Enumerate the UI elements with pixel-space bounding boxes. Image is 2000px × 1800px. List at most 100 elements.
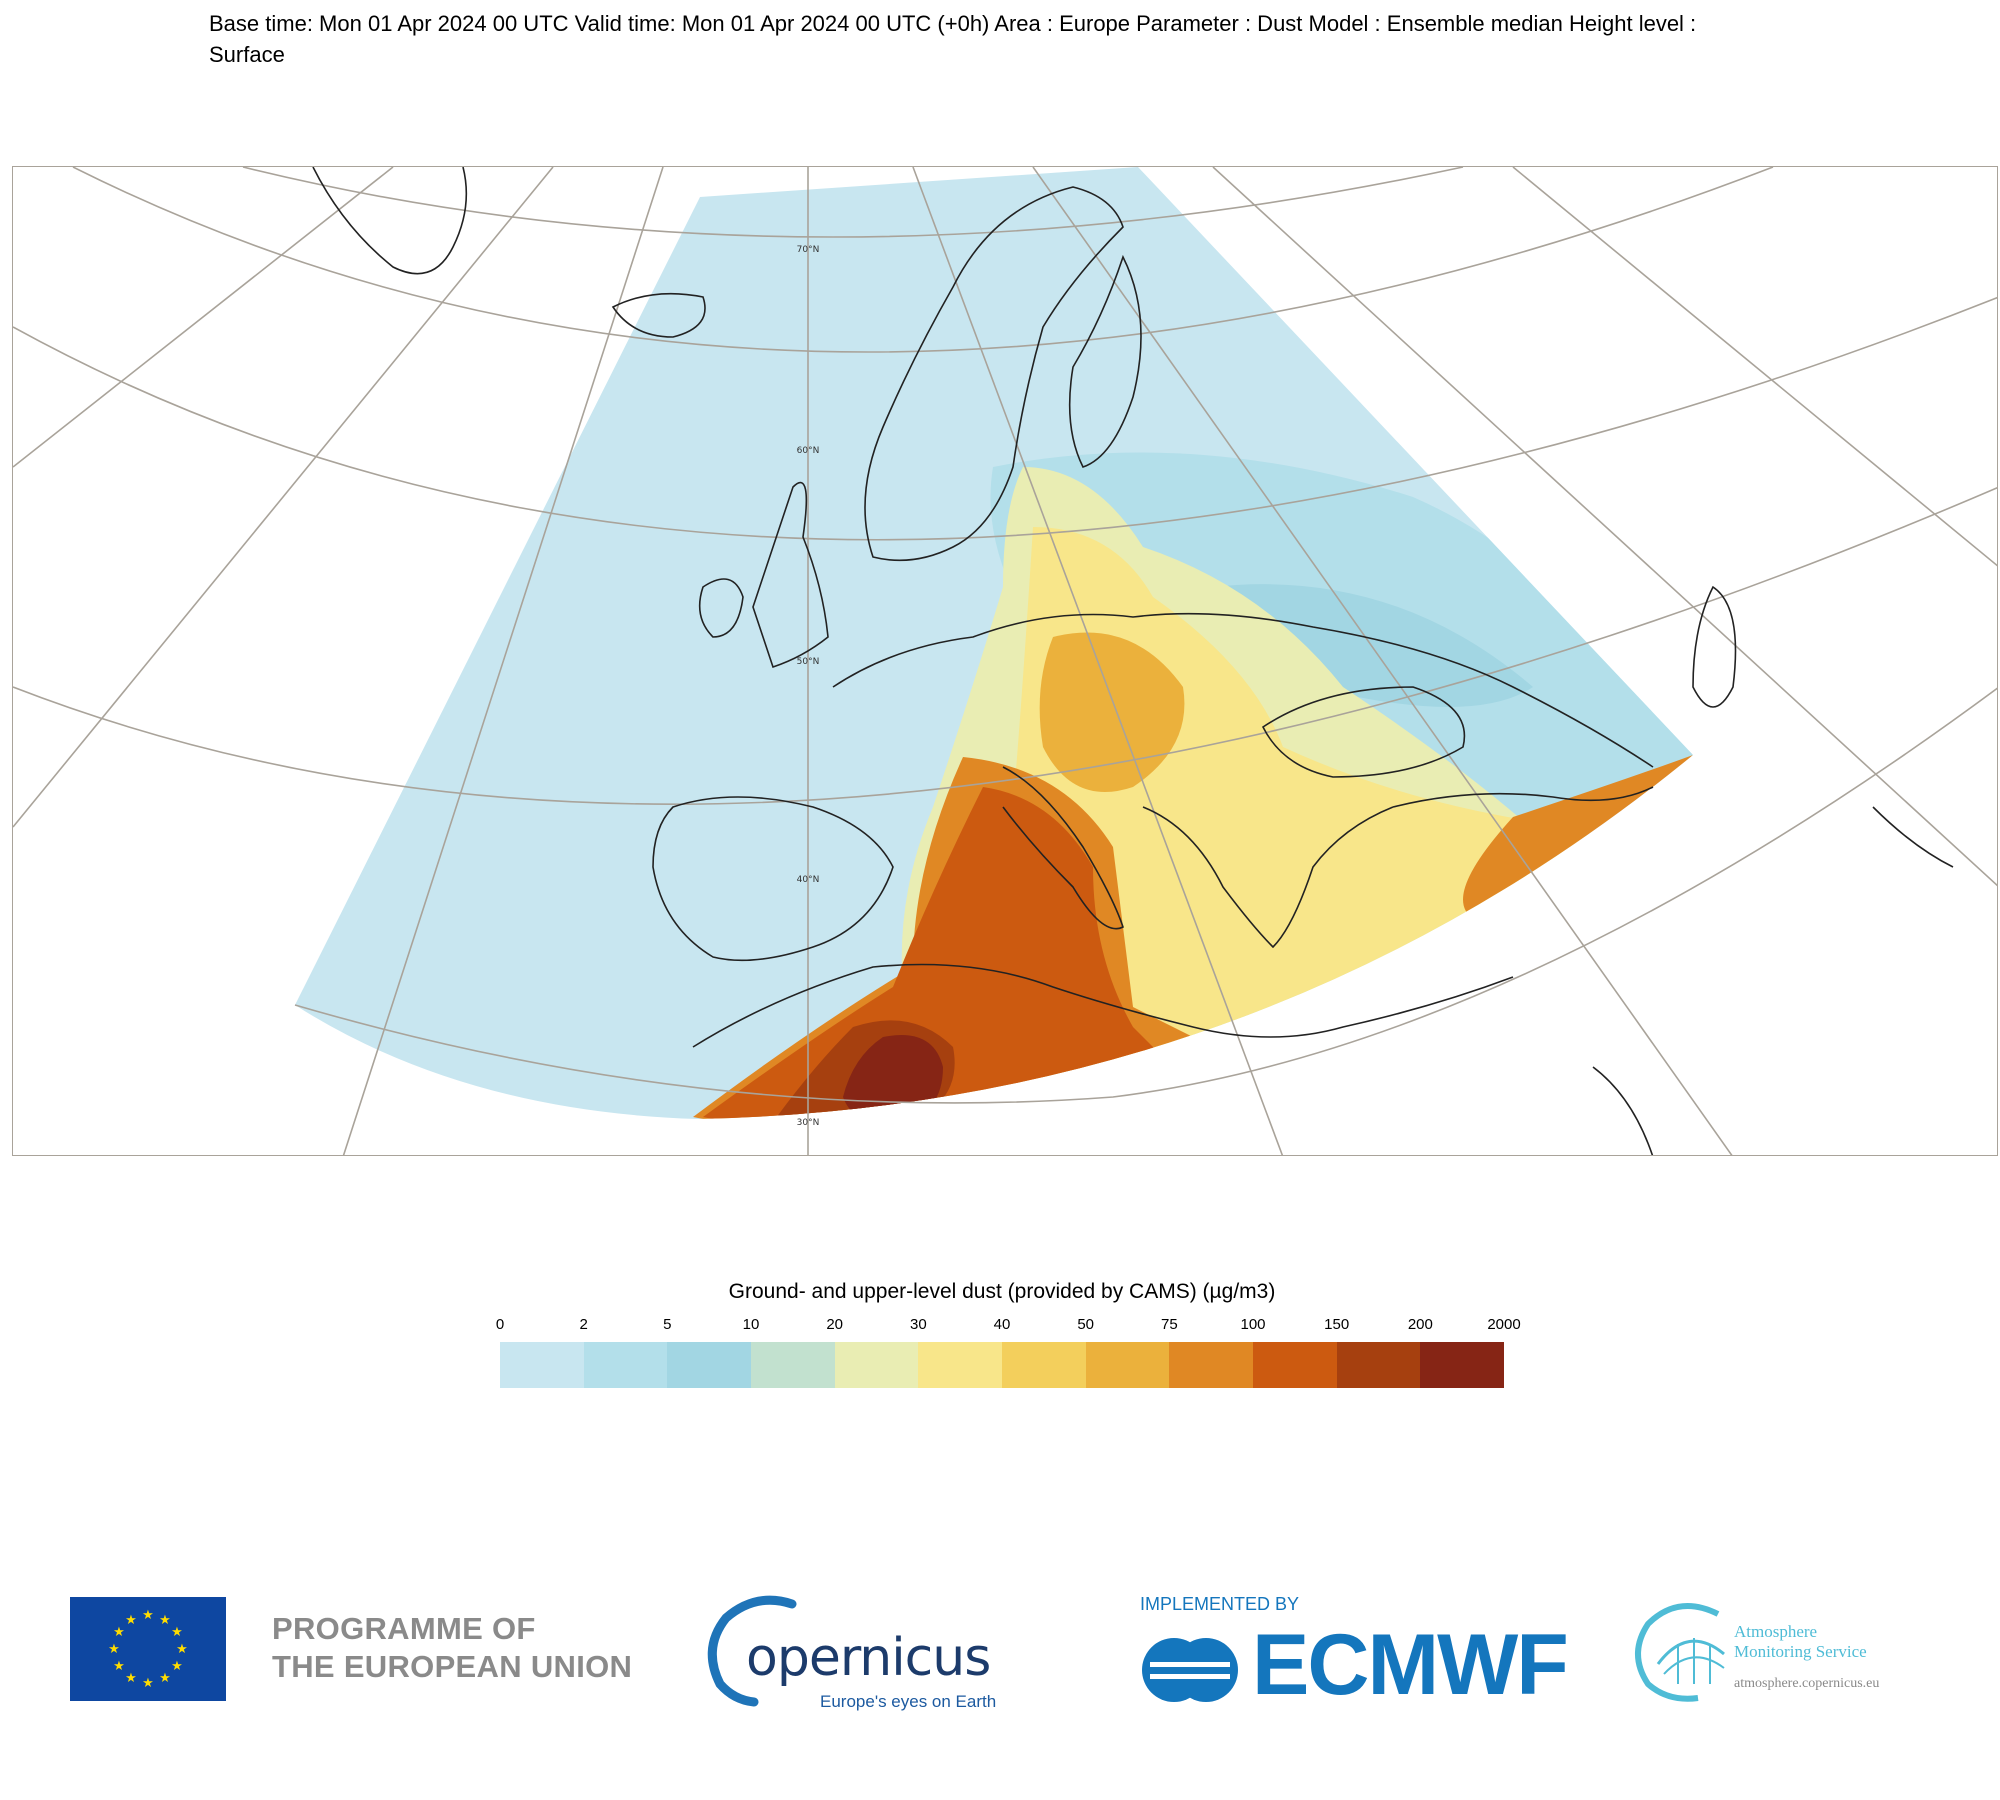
svg-text:★: ★ bbox=[142, 1676, 154, 1691]
legend-swatch bbox=[667, 1342, 752, 1388]
legend-tick-label: 50 bbox=[1077, 1316, 1094, 1333]
svg-text:★: ★ bbox=[142, 1608, 154, 1623]
parallel-60 bbox=[72, 167, 1774, 353]
svg-text:★: ★ bbox=[159, 1613, 171, 1628]
legend-tick-label: 0 bbox=[495, 1316, 505, 1333]
legend-tick-label: 100 bbox=[1240, 1316, 1266, 1333]
svg-text:★: ★ bbox=[125, 1671, 137, 1686]
eu-flag-logo: ★ ★ ★ ★ ★ ★ ★ ★ ★ ★ ★ ★ bbox=[70, 1597, 226, 1701]
lat-label-70: 70°N bbox=[797, 245, 820, 255]
footer-logos: ★ ★ ★ ★ ★ ★ ★ ★ ★ ★ ★ ★ PROGRAMME OF THE EUROPEA… bbox=[0, 1580, 2000, 1730]
meridian-40e bbox=[1512, 167, 1997, 567]
chart-header: Base time: Mon 01 Apr 2024 00 UTC Valid … bbox=[209, 8, 1769, 70]
legend-tick-label: 2 bbox=[579, 1316, 588, 1333]
coast-persian-gulf bbox=[1872, 806, 1954, 868]
ecmwf-logo: IMPLEMENTED BY ECMWF bbox=[1140, 1594, 1580, 1714]
legend-swatch bbox=[751, 1342, 835, 1388]
legend-colorbar bbox=[500, 1342, 1505, 1388]
legend-swatch bbox=[834, 1342, 919, 1388]
legend-tick-label: 10 bbox=[742, 1316, 760, 1333]
legend-tick-label: 20 bbox=[826, 1316, 843, 1333]
dust-band-50 bbox=[1039, 632, 1185, 792]
meridian-30e bbox=[1212, 167, 1997, 887]
coast-red-sea bbox=[1592, 1066, 1654, 1155]
svg-text:★: ★ bbox=[171, 1659, 183, 1674]
parallel-40 bbox=[13, 486, 1997, 805]
legend-tick-label: 40 bbox=[993, 1316, 1011, 1333]
legend-swatch bbox=[1253, 1342, 1337, 1388]
coast-britain bbox=[752, 481, 829, 669]
dust-band-5 bbox=[1213, 584, 1533, 707]
coast-balkans-greece bbox=[1142, 806, 1394, 949]
coast-north-africa bbox=[692, 963, 1514, 1048]
svg-text:★: ★ bbox=[125, 1613, 137, 1628]
eu-stars-icon: ★ ★★ ★★★ ★★★ ★★★ bbox=[108, 1608, 188, 1691]
eu-programme-text: PROGRAMME OF THE EUROPEAN UNION bbox=[272, 1610, 632, 1686]
svg-text:★: ★ bbox=[108, 1642, 120, 1657]
ecmwf-symbol-icon bbox=[1142, 1638, 1238, 1702]
legend-tick-label: 75 bbox=[1160, 1316, 1178, 1333]
coastlines bbox=[312, 167, 1954, 1155]
graticule bbox=[13, 167, 1997, 1155]
legend-tick-label: 30 bbox=[909, 1316, 927, 1333]
dust-map: 70°N 60°N 50°N 40°N 30°N bbox=[12, 166, 1998, 1156]
cams-url: atmosphere.copernicus.eu bbox=[1734, 1676, 1880, 1691]
copernicus-logo: opernicus Europe's eyes on Earth bbox=[696, 1588, 1006, 1711]
legend-title: Ground- and upper-level dust (provided b… bbox=[728, 1280, 1276, 1303]
legend-swatch bbox=[583, 1342, 668, 1388]
legend-swatch bbox=[1085, 1342, 1170, 1388]
ecmwf-wordmark: ECMWF bbox=[1252, 1617, 1569, 1713]
coast-scandinavia bbox=[864, 186, 1124, 562]
parallel-30 bbox=[294, 687, 1997, 1104]
coast-greenland bbox=[312, 167, 468, 275]
svg-text:★: ★ bbox=[176, 1642, 188, 1657]
dust-band-150 bbox=[703, 787, 1173, 1119]
legend-tick-label: 150 bbox=[1324, 1316, 1350, 1333]
legend-tick-label: 5 bbox=[663, 1316, 672, 1333]
cams-name-line2: Monitoring Service bbox=[1734, 1642, 1867, 1661]
lat-label-60: 60°N bbox=[797, 446, 820, 456]
header-text: Base time: Mon 01 Apr 2024 00 UTC Valid … bbox=[209, 11, 1697, 67]
copernicus-wordmark: opernicus bbox=[746, 1628, 991, 1688]
meridian-30w bbox=[13, 167, 394, 468]
cams-logo: Atmosphere Monitoring Service atmosphere… bbox=[1628, 1594, 1928, 1714]
parallel-50 bbox=[13, 296, 1997, 541]
legend-tick-label: 2000 bbox=[1487, 1316, 1521, 1333]
svg-text:★: ★ bbox=[113, 1659, 125, 1674]
cams-globe-icon bbox=[1635, 1603, 1725, 1702]
legend-swatch bbox=[1336, 1342, 1421, 1388]
dust-field bbox=[295, 167, 1693, 1119]
meridian-20e bbox=[1032, 167, 1733, 1155]
parallel-70 bbox=[242, 167, 1464, 238]
coast-italy bbox=[1002, 766, 1124, 930]
legend-tick-label: 200 bbox=[1407, 1316, 1433, 1333]
legend-swatch bbox=[918, 1342, 1003, 1388]
coast-black-sea bbox=[1261, 686, 1466, 778]
coast-iceland bbox=[611, 292, 706, 338]
legend-swatch bbox=[500, 1342, 584, 1388]
meridian-20w bbox=[13, 167, 554, 828]
lat-label-50: 50°N bbox=[797, 657, 820, 667]
legend-swatch bbox=[1169, 1342, 1254, 1388]
coast-caspian bbox=[1692, 585, 1737, 708]
meridian-10e bbox=[912, 167, 1284, 1155]
coast-ireland bbox=[698, 578, 744, 638]
eu-text-line2: THE EUROPEAN UNION bbox=[272, 1649, 633, 1684]
meridian-10w bbox=[342, 167, 664, 1155]
svg-text:★: ★ bbox=[113, 1625, 125, 1640]
ecmwf-implemented-by: IMPLEMENTED BY bbox=[1140, 1594, 1300, 1614]
lat-label-30: 30°N bbox=[797, 1118, 820, 1128]
legend-ticks: 0 2 5 10 20 30 40 50 75 100 150 200 2000 bbox=[496, 1316, 1521, 1336]
legend-swatch bbox=[1420, 1342, 1505, 1388]
coast-finland bbox=[1068, 254, 1142, 468]
copernicus-tagline: Europe's eyes on Earth bbox=[820, 1692, 997, 1711]
coast-iberia bbox=[652, 796, 894, 962]
lat-label-40: 40°N bbox=[797, 875, 820, 885]
legend-swatch bbox=[1002, 1342, 1086, 1388]
eu-text-line1: PROGRAMME OF bbox=[272, 1611, 536, 1646]
latitude-labels: 70°N 60°N 50°N 40°N 30°N bbox=[797, 245, 820, 1128]
map-canvas: 70°N 60°N 50°N 40°N 30°N bbox=[13, 167, 1997, 1155]
cams-name-line1: Atmosphere bbox=[1734, 1622, 1818, 1641]
coast-mainland bbox=[832, 612, 1654, 768]
coast-turkey bbox=[1392, 786, 1654, 808]
